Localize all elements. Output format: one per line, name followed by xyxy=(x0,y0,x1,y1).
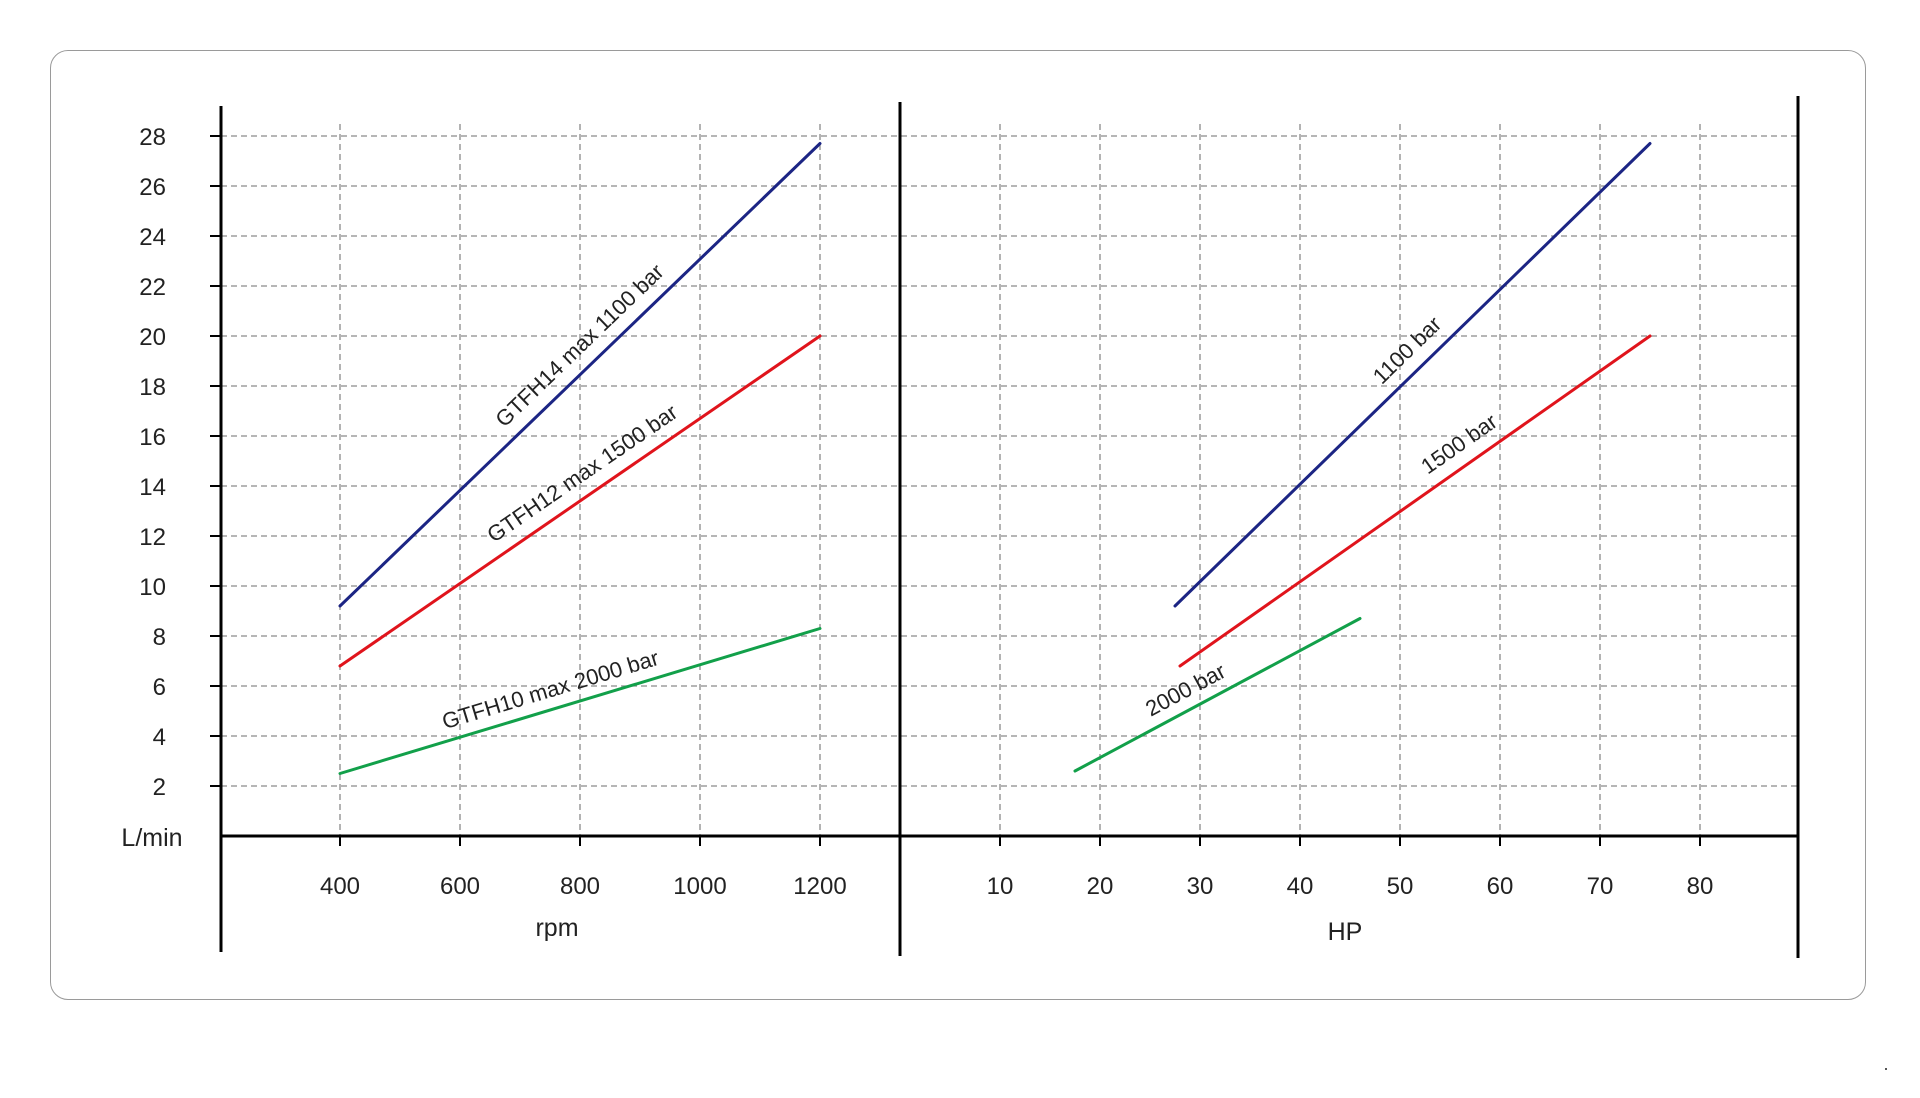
y-axis-label: L/min xyxy=(121,824,182,852)
x-tick-label: 1200 xyxy=(793,873,846,900)
y-tick-label: 22 xyxy=(139,274,166,301)
x-tick-label: 20 xyxy=(1087,873,1114,900)
chart-frame xyxy=(50,50,1866,1000)
x-tick-label: 40 xyxy=(1287,873,1314,900)
y-tick-label: 24 xyxy=(139,224,166,251)
x-axis-label-hp: HP xyxy=(1328,918,1363,946)
y-tick-label: 18 xyxy=(139,374,166,401)
series-label: GTFH10 max 2000 bar xyxy=(439,645,662,734)
y-tick-label: 10 xyxy=(139,574,166,601)
x-tick-label: 800 xyxy=(560,873,600,900)
y-tick-label: 2 xyxy=(153,774,166,801)
x-axis-label-rpm: rpm xyxy=(535,914,578,942)
series-line xyxy=(338,627,822,775)
series-line xyxy=(338,334,822,668)
series-line xyxy=(1073,617,1362,773)
x-tick-label: 80 xyxy=(1687,873,1714,900)
x-tick-label: 60 xyxy=(1487,873,1514,900)
series-line xyxy=(338,142,822,608)
x-tick-label: 30 xyxy=(1187,873,1214,900)
y-tick-label: 6 xyxy=(153,674,166,701)
x-tick-label: 600 xyxy=(440,873,480,900)
y-tick-label: 4 xyxy=(153,724,166,751)
y-tick-label: 26 xyxy=(139,174,166,201)
series-line xyxy=(1178,334,1652,668)
y-tick-label: 8 xyxy=(153,624,166,651)
y-tick-label: 16 xyxy=(139,424,166,451)
y-tick-label: 28 xyxy=(139,124,166,151)
x-tick-label: 400 xyxy=(320,873,360,900)
stray-dot xyxy=(1885,1068,1887,1070)
y-tick-label: 12 xyxy=(139,524,166,551)
y-tick-label: 14 xyxy=(139,474,166,501)
x-tick-label: 50 xyxy=(1387,873,1414,900)
y-tick-label: 20 xyxy=(139,324,166,351)
x-tick-label: 70 xyxy=(1587,873,1614,900)
x-tick-label: 10 xyxy=(987,873,1014,900)
x-tick-label: 1000 xyxy=(673,873,726,900)
series-line xyxy=(1173,142,1652,608)
series-label: 1100 bar xyxy=(1368,311,1446,388)
